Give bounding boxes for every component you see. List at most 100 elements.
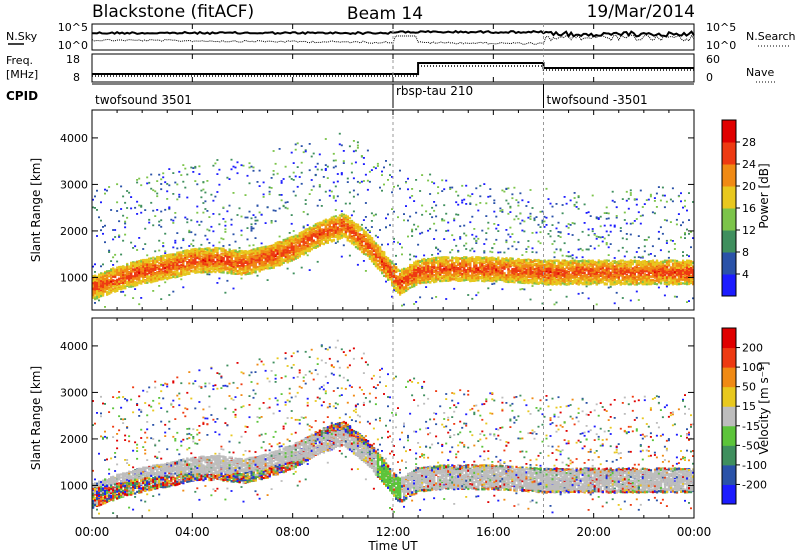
heatmap-cell <box>264 247 267 251</box>
heatmap-cell <box>200 258 203 261</box>
heatmap-cell <box>218 213 221 216</box>
heatmap-cell <box>116 260 119 263</box>
heatmap-cell <box>280 244 283 248</box>
heatmap-cell <box>306 236 309 239</box>
heatmap-cell <box>318 228 321 231</box>
heatmap-cell <box>172 193 175 195</box>
heatmap-cell <box>284 241 287 245</box>
heatmap-cell <box>302 250 305 253</box>
heatmap-cell <box>174 267 177 270</box>
heatmap-cell <box>292 190 295 193</box>
heatmap-cell <box>226 268 229 271</box>
heatmap-cell <box>208 254 211 257</box>
heatmap-cell <box>154 257 157 260</box>
heatmap-cell <box>298 254 301 257</box>
heatmap-cell <box>192 248 195 251</box>
heatmap-cell <box>334 230 337 233</box>
beam-title: Beam 14 <box>347 4 423 24</box>
heatmap-cell <box>292 179 295 181</box>
heatmap-cell <box>298 237 301 240</box>
heatmap-cell <box>350 220 354 223</box>
heatmap-cell <box>148 265 151 268</box>
heatmap-cell <box>332 159 335 162</box>
heatmap-cell <box>186 268 189 271</box>
heatmap-cell <box>222 269 225 272</box>
heatmap-cell <box>248 260 251 263</box>
heatmap-cell <box>322 234 325 237</box>
noise-search-label: N.Search <box>746 30 796 43</box>
heatmap-cell <box>358 239 362 242</box>
heatmap-cell <box>208 216 211 218</box>
heatmap-cell <box>356 144 359 147</box>
heatmap-cell <box>254 216 257 219</box>
heatmap-cell <box>160 225 163 228</box>
heatmap-cell <box>238 270 241 273</box>
heatmap-cell <box>130 277 133 280</box>
heatmap-cell <box>158 173 161 176</box>
heatmap-cell <box>300 248 303 251</box>
heatmap-cell <box>152 265 155 269</box>
heatmap-cell <box>376 260 380 263</box>
heatmap-cell <box>190 219 193 222</box>
heatmap-cell <box>326 165 329 168</box>
heatmap-cell <box>324 220 327 223</box>
heatmap-cell <box>376 263 380 266</box>
heatmap-cell <box>194 254 197 257</box>
heatmap-cell <box>354 240 358 244</box>
heatmap-cell <box>292 249 295 252</box>
heatmap-cell <box>366 241 370 244</box>
heatmap-cell <box>184 256 187 259</box>
heatmap-cell <box>102 263 104 266</box>
heatmap-cell <box>242 250 245 253</box>
heatmap-cell <box>381 170 383 173</box>
heatmap-cell <box>106 271 109 274</box>
heatmap-cell <box>110 285 113 288</box>
heatmap-cell <box>322 229 325 233</box>
heatmap-cell <box>170 218 173 221</box>
heatmap-cell <box>122 286 125 289</box>
heatmap-cell <box>112 229 115 231</box>
heatmap-cell <box>387 264 390 267</box>
heatmap-cell <box>200 196 203 199</box>
heatmap-cell <box>280 258 283 261</box>
heatmap-cell <box>162 271 165 274</box>
heatmap-cell <box>112 279 115 282</box>
heatmap-cell <box>266 267 269 270</box>
heatmap-cell <box>240 164 243 167</box>
heatmap-cell <box>224 249 227 252</box>
heatmap-cell <box>252 169 255 172</box>
heatmap-cell <box>350 231 354 234</box>
heatmap-cell <box>126 207 129 209</box>
heatmap-cell <box>136 273 139 277</box>
heatmap-cell <box>324 168 327 170</box>
heatmap-cell <box>328 237 331 240</box>
heatmap-cell <box>290 253 293 256</box>
heatmap-cell <box>236 161 239 164</box>
heatmap-cell <box>300 240 303 243</box>
heatmap-cell <box>360 238 364 241</box>
heatmap-cell <box>274 247 277 250</box>
heatmap-cell <box>222 248 225 251</box>
heatmap-cell <box>194 249 197 252</box>
heatmap-cell <box>236 261 239 264</box>
heatmap-cell <box>318 153 321 156</box>
heatmap-cell <box>204 263 207 266</box>
heatmap-cell <box>174 271 177 274</box>
heatmap-cell <box>350 224 354 227</box>
heatmap-cell <box>332 230 335 233</box>
heatmap-cell <box>198 263 201 266</box>
heatmap-cell <box>288 246 291 249</box>
heatmap-cell <box>110 260 113 262</box>
heatmap-cell <box>286 258 289 261</box>
heatmap-cell <box>340 144 343 147</box>
heatmap-cell <box>98 299 100 302</box>
heatmap-cell <box>356 146 359 149</box>
heatmap-cell <box>324 164 327 166</box>
heatmap-cell <box>174 273 177 276</box>
heatmap-cell <box>254 263 257 266</box>
heatmap-cell <box>336 218 339 221</box>
heatmap-cell <box>204 251 207 254</box>
heatmap-cell <box>385 217 387 220</box>
heatmap-cell <box>186 196 189 199</box>
heatmap-cell <box>164 208 167 211</box>
